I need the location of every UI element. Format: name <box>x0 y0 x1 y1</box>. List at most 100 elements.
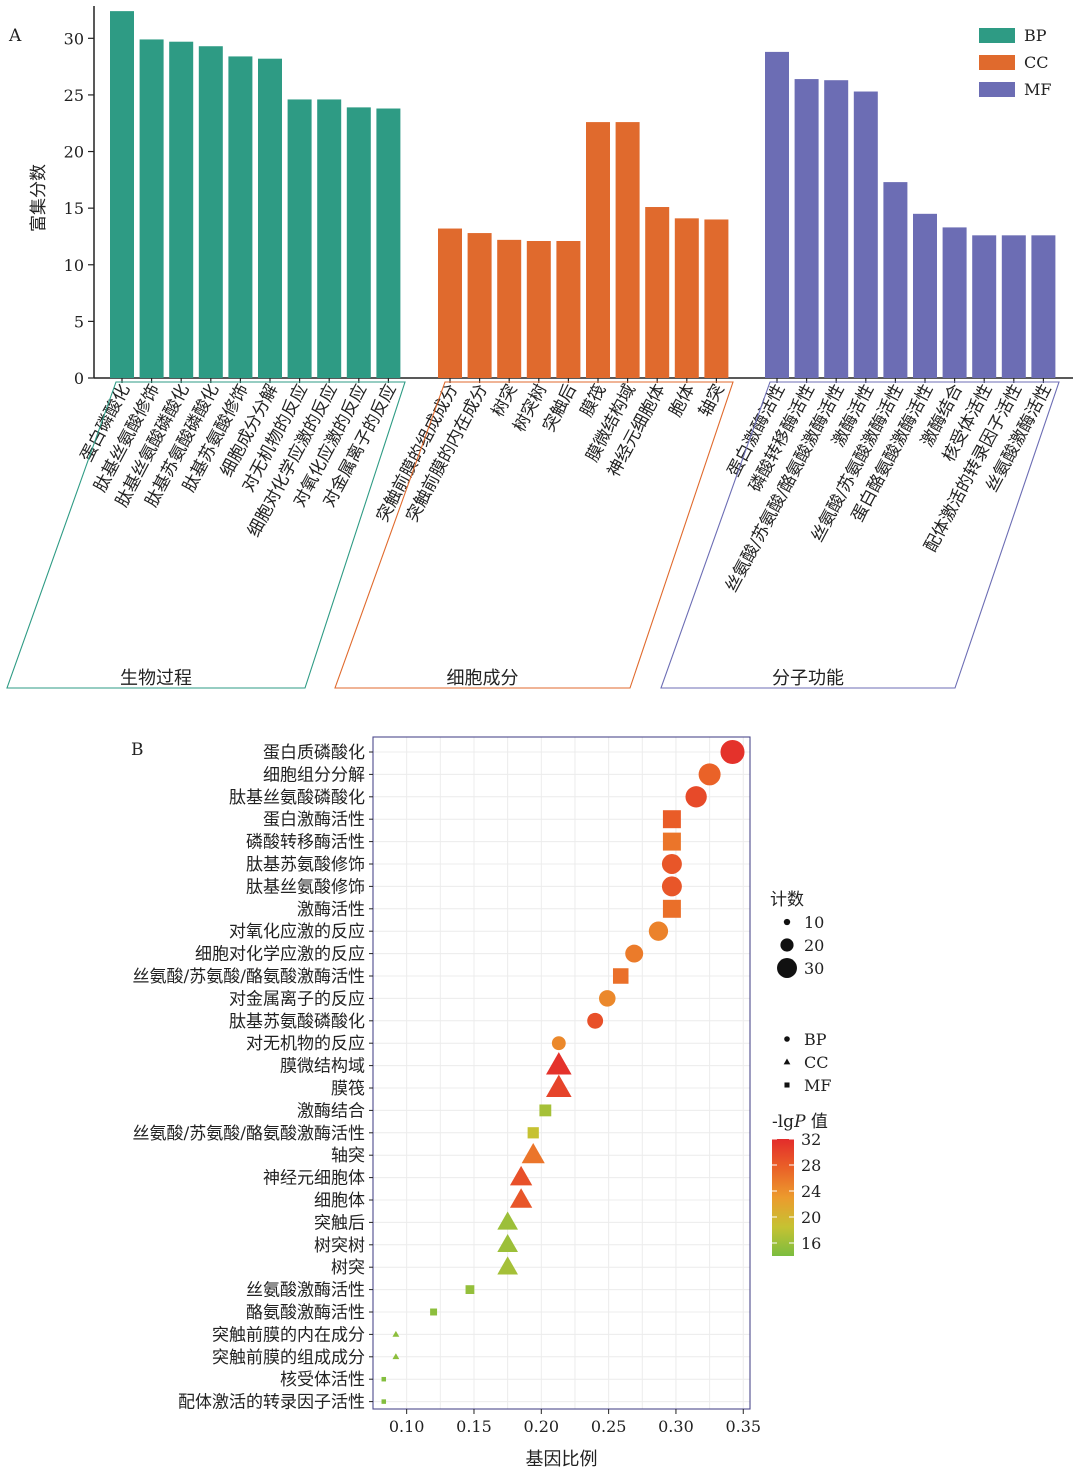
bar-bp <box>139 39 164 378</box>
bar-bp <box>287 99 312 379</box>
data-point-cc <box>546 1052 572 1075</box>
size-legend-label: 30 <box>804 959 824 978</box>
bar-cc <box>586 122 610 378</box>
bar-cc <box>438 228 462 378</box>
y-tick-label: 树突树 <box>314 1236 365 1256</box>
bar-bp <box>346 107 371 378</box>
shape-legend-marker-cc <box>783 1058 791 1065</box>
y-tick-label: 神经元细胞体 <box>263 1169 365 1189</box>
data-point-mf <box>612 968 629 984</box>
shape-legend-marker-mf <box>784 1082 790 1088</box>
y-tick-label: 轴突 <box>331 1146 365 1166</box>
bar-chart-panel-a: 051015202530富集分数蛋白磷酸化肽基丝氨酸修饰肽基丝氨酸磷酸化肽基苏氨… <box>6 6 1073 689</box>
data-point-cc <box>509 1165 533 1186</box>
data-point-mf <box>662 810 681 829</box>
category-bracket-mf <box>660 381 1060 689</box>
plot-border <box>372 736 751 1410</box>
y-tick-label: 对无机物的反应 <box>246 1034 365 1054</box>
legend-swatch-mf <box>979 82 1015 97</box>
y-tick-label: 膜微结构域 <box>280 1057 365 1077</box>
bar-cc <box>704 219 729 378</box>
legend-label-mf: MF <box>1024 80 1051 99</box>
shape-legend-label: CC <box>804 1053 828 1072</box>
data-point-bp <box>551 1036 566 1051</box>
data-point-mf <box>662 899 681 918</box>
y-tick-label: 细胞对化学应激的反应 <box>195 945 365 965</box>
bar-mf <box>972 235 997 378</box>
y-tick-label: 突触后 <box>314 1213 365 1233</box>
bar-mf <box>1001 235 1026 378</box>
bar-mf <box>913 213 937 378</box>
y-tick-label: 肽基苏氨酸修饰 <box>246 855 365 875</box>
bar-mf <box>824 80 849 379</box>
data-point-cc <box>509 1188 533 1208</box>
panel-b-letter: B <box>131 740 144 760</box>
y-tick-label: 磷酸转移酶活性 <box>246 833 365 853</box>
y-tick-label: 蛋白质磷酸化 <box>263 743 365 763</box>
shape-legend-marker-bp <box>784 1036 790 1042</box>
category-group-label: 细胞成分 <box>447 668 519 689</box>
legend-label-bp: BP <box>1024 26 1047 45</box>
size-legend-label: 10 <box>804 913 824 932</box>
color-legend-label: 24 <box>801 1182 821 1201</box>
y-tick-label: 丝氨酸/苏氨酸/酪氨酸激酶活性 <box>133 967 365 987</box>
legend-swatch-cc <box>979 55 1015 70</box>
data-point-bp <box>598 990 616 1007</box>
data-point-bp <box>661 854 682 874</box>
dot-plot-panel-b: 0.10 0.15 0.20 0.25 0.30 0.35 基因比例 蛋白质磷酸化细胞组分分解… <box>133 736 831 1470</box>
y-tick-label: 对氧化应激的反应 <box>229 922 365 942</box>
y-tick-label: 肽基苏氨酸磷酸化 <box>229 1012 365 1032</box>
bar-cc <box>615 122 640 378</box>
y-tick-label: 突触前膜的组成成分 <box>212 1348 365 1368</box>
bar-cc <box>497 239 522 378</box>
x-tick-label: 0.10 <box>389 1417 425 1436</box>
data-point-cc <box>497 1211 518 1230</box>
y-tick-label: 肽基丝氨酸修饰 <box>246 877 365 897</box>
color-legend-label: 28 <box>801 1156 821 1175</box>
category-group-label: 生物过程 <box>120 668 192 689</box>
bar-bp <box>258 58 282 378</box>
x-axis-title: 基因比例 <box>526 1449 598 1470</box>
data-point-mf <box>430 1308 438 1316</box>
size-legend-label: 20 <box>804 936 824 955</box>
legend-label-cc: CC <box>1024 53 1048 72</box>
bar-cc <box>674 218 699 378</box>
data-point-mf <box>527 1127 539 1139</box>
data-point-bp <box>587 1012 604 1029</box>
y-tick-label: 肽基丝氨酸磷酸化 <box>229 788 365 808</box>
y-tick-label: 激酶结合 <box>297 1101 365 1121</box>
bar-cc <box>467 233 492 378</box>
category-group-label: 分子功能 <box>772 668 844 689</box>
data-point-mf <box>539 1104 552 1117</box>
data-point-bp <box>685 786 707 808</box>
legend-swatch-bp <box>979 28 1015 43</box>
bar-bp <box>228 56 253 378</box>
data-point-mf <box>662 832 681 851</box>
x-tick-label: 0.30 <box>658 1417 694 1436</box>
y-tick-label: 0 <box>74 369 84 388</box>
data-point-mf <box>381 1376 387 1382</box>
y-tick-label: 5 <box>74 312 84 331</box>
data-point-cc <box>497 1233 518 1253</box>
x-tick-label: 0.15 <box>456 1417 492 1436</box>
bar-mf <box>883 182 908 378</box>
data-point-bp <box>661 876 682 897</box>
data-point-cc <box>521 1143 545 1164</box>
bar-cc <box>645 207 670 378</box>
data-point-bp <box>625 944 644 963</box>
data-point-bp <box>648 921 669 941</box>
data-point-cc <box>392 1353 400 1360</box>
bar-bp <box>317 99 342 379</box>
color-legend-label: 32 <box>801 1130 821 1149</box>
y-tick-label: 树突 <box>331 1258 365 1278</box>
y-tick-label: 10 <box>64 256 84 275</box>
data-point-cc <box>392 1330 400 1337</box>
y-tick-label: 膜筏 <box>331 1079 365 1099</box>
y-tick-label: 突触前膜的内在成分 <box>212 1325 365 1345</box>
x-tick-label: 轴突 <box>695 381 729 420</box>
y-tick-label: 配体激活的转录因子活性 <box>178 1393 365 1413</box>
bar-mf <box>853 91 878 378</box>
size-legend-marker <box>777 958 797 978</box>
y-tick-label: 细胞体 <box>314 1191 365 1211</box>
y-tick-label: 核受体活性 <box>280 1370 365 1390</box>
